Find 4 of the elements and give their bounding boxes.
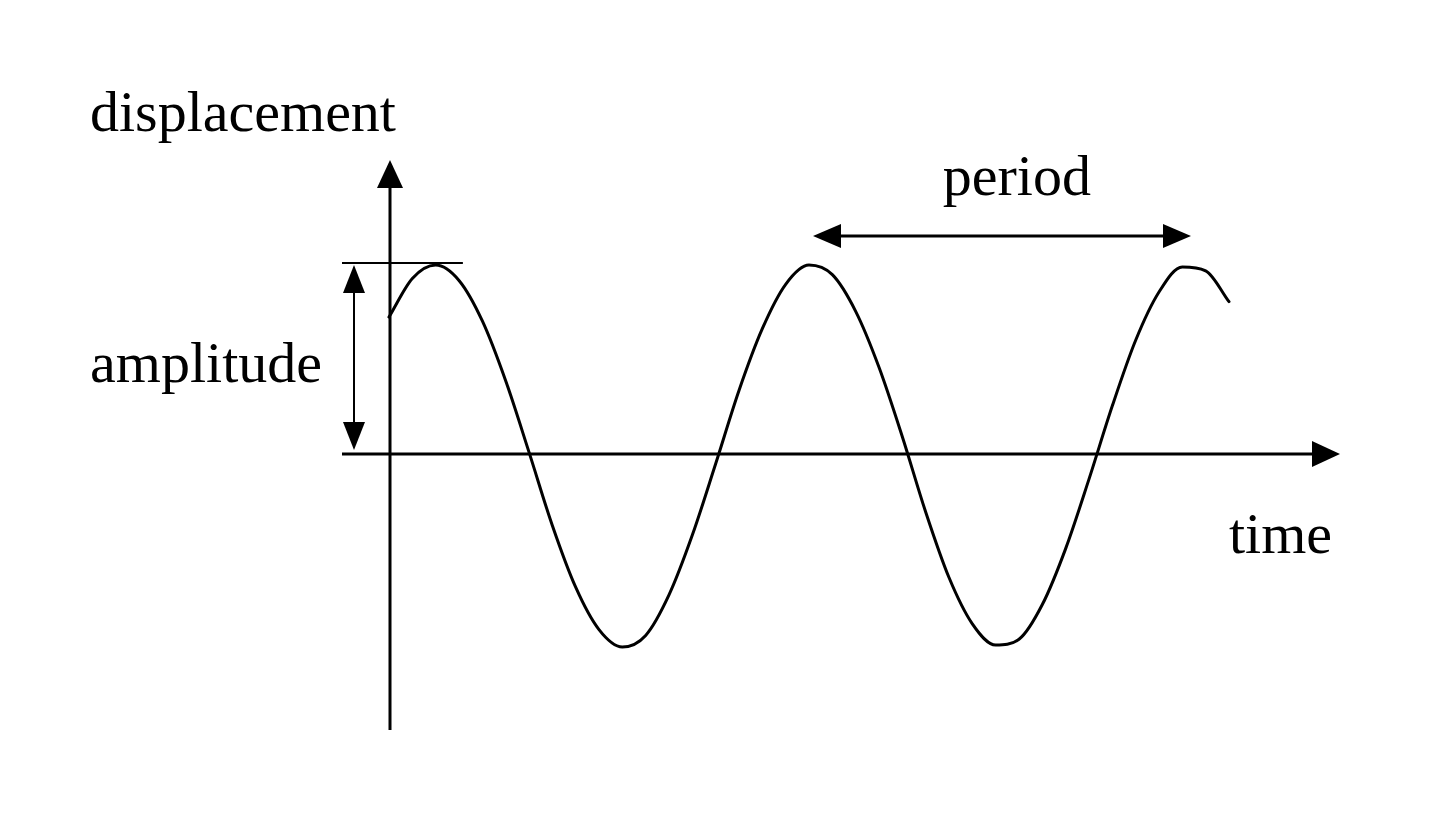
- text: period: [942, 143, 1091, 208]
- x-axis-title: time: [1228, 501, 1332, 567]
- y-axis-title: displacement: [89, 79, 396, 144]
- text: amplitude: [90, 329, 322, 395]
